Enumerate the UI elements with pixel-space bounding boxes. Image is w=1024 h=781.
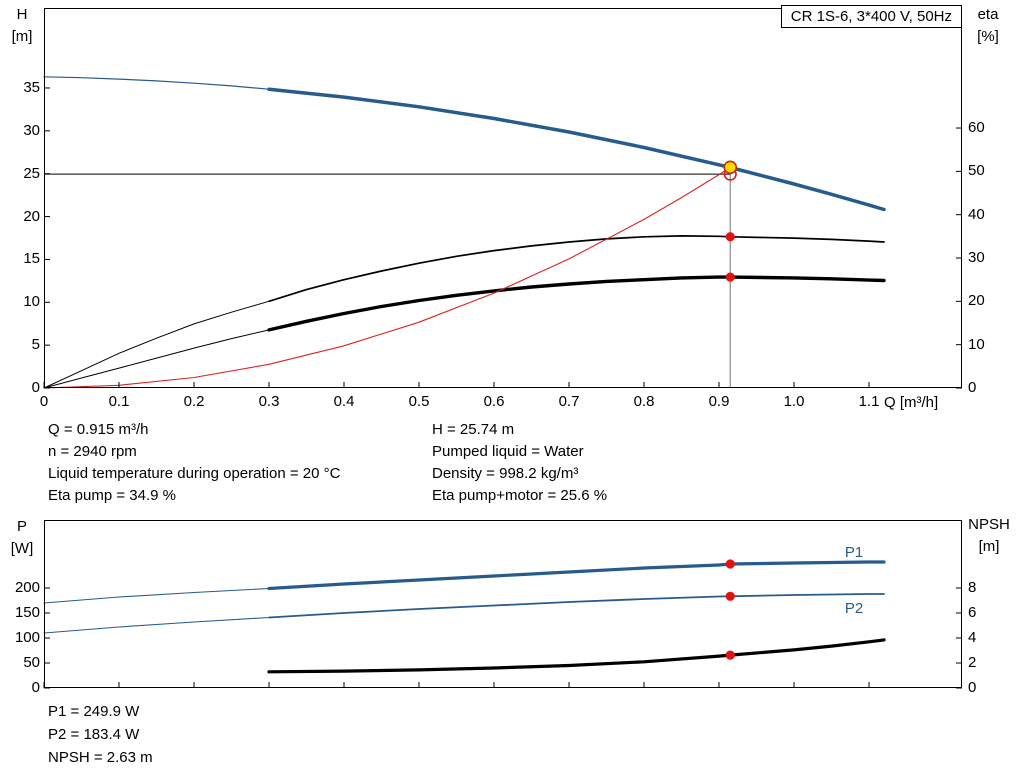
- y-right-tick-label: 40: [968, 205, 985, 223]
- p-axis-unit: [W]: [10, 540, 34, 557]
- info-liquid: Pumped liquid = Water: [432, 443, 584, 460]
- y-right-tick-label: 20: [968, 292, 985, 310]
- eta-axis-unit: [%]: [977, 28, 999, 45]
- y-left-tick-label: 35: [23, 78, 40, 96]
- p2-duty-marker: [725, 591, 735, 601]
- y-left-tick-label: 15: [23, 250, 40, 268]
- info-density: Density = 998.2 kg/m³: [432, 465, 579, 482]
- x-tick-label: 0.4: [333, 393, 355, 410]
- h-axis-unit: [m]: [11, 28, 33, 45]
- p1-power-curve: [43, 587, 270, 604]
- x-tick-label: 1.1: [858, 393, 880, 410]
- y-right-tick-label: 0: [968, 379, 977, 396]
- info-npsh: NPSH = 2.63 m: [48, 749, 153, 766]
- x-tick-label: 0.7: [558, 393, 580, 410]
- info-p2: P2 = 183.4 W: [48, 726, 140, 743]
- y-left-tick-label: 0: [31, 379, 40, 396]
- y-left-tick-label: 30: [23, 121, 40, 139]
- x-tick-label: 0.2: [183, 393, 205, 410]
- y-left-tick-label: 100: [14, 629, 40, 646]
- x-tick-label: 0.6: [483, 393, 505, 410]
- y-left-tick-label: 200: [14, 579, 40, 596]
- info-eta-pump: Eta pump = 34.9 %: [48, 487, 176, 504]
- pump-title-box: CR 1S-6, 3*400 V, 50Hz: [780, 5, 962, 28]
- y-right-tick-label: 60: [968, 119, 985, 137]
- npsh-duty-marker: [725, 650, 735, 660]
- npsh-curve: [267, 638, 886, 674]
- y-right-tick-label: 0: [968, 679, 977, 696]
- system-curve-curve: [43, 166, 731, 389]
- h-axis-label: H [m]: [2, 4, 42, 48]
- p2-power-curve: [268, 593, 885, 619]
- y-left-tick-label: 10: [23, 293, 40, 311]
- eta-axis-label: eta [%]: [962, 4, 1014, 48]
- y-left-tick-label: 0: [31, 679, 40, 696]
- eta-pump-motor-curve: [43, 329, 270, 389]
- y-right-tick-label: 2: [968, 654, 977, 671]
- x-tick-label: 0.5: [408, 393, 430, 410]
- info-speed: n = 2940 rpm: [48, 443, 137, 460]
- plot-border: [44, 520, 962, 688]
- y-left-tick-label: 50: [23, 654, 40, 671]
- p1-duty-marker: [725, 559, 735, 569]
- head-hq-curve: [43, 76, 270, 90]
- eta-pump-curve: [268, 235, 885, 303]
- y-right-tick-label: 10: [968, 335, 985, 353]
- eta-axis-name: eta: [977, 6, 999, 23]
- y-left-tick-label: 20: [23, 207, 40, 225]
- info-p1: P1 = 249.9 W: [48, 703, 140, 720]
- power-npsh-chart-canvas: P1 P2: [43, 520, 962, 689]
- hq-eta-chart-canvas: [43, 8, 962, 389]
- y-right-tick-label: 8: [968, 579, 977, 596]
- head-hq-curve: [267, 87, 886, 212]
- eta-pump-curve: [43, 300, 270, 389]
- y-left-tick-label: 5: [31, 336, 40, 354]
- h-axis-name: H: [16, 6, 28, 23]
- info-head: H = 25.74 m: [432, 421, 515, 438]
- plot-border: [44, 8, 962, 388]
- x-tick-label: 0.3: [258, 393, 280, 410]
- x-tick-label: 0.1: [108, 393, 130, 410]
- y-right-tick-label: 50: [968, 162, 985, 180]
- duty-point-marker: [723, 160, 738, 175]
- p-axis-name: P: [16, 518, 27, 535]
- p2-power-curve: [43, 616, 270, 634]
- x-tick-label: 0.8: [633, 393, 655, 410]
- p2-curve-label: P2: [845, 600, 863, 617]
- p1-curve-label: P1: [845, 544, 863, 561]
- y-left-tick-label: 25: [23, 164, 40, 182]
- info-eta-total: Eta pump+motor = 25.6 %: [432, 487, 608, 504]
- eta-pump-motor-duty-marker: [725, 272, 735, 282]
- eta-pump-motor-curve: [267, 275, 886, 332]
- x-tick-label: 1.0: [783, 393, 805, 410]
- y-right-tick-label: 4: [968, 629, 977, 646]
- y-right-tick-label: 30: [968, 249, 985, 266]
- y-left-tick-label: 150: [14, 604, 40, 621]
- x-tick-label: 0.9: [708, 393, 730, 410]
- eta-pump-duty-marker: [725, 232, 735, 242]
- npsh-axis-name: NPSH: [968, 516, 1010, 533]
- p-axis-label: P [W]: [2, 516, 42, 560]
- x-tick-label: 0: [39, 393, 49, 410]
- q-axis-title: Q [m³/h]: [884, 394, 939, 411]
- y-right-tick-label: 6: [968, 604, 977, 621]
- npsh-axis-unit: [m]: [978, 538, 1000, 555]
- info-flow: Q = 0.915 m³/h: [48, 421, 149, 438]
- npsh-axis-label: NPSH [m]: [958, 514, 1020, 558]
- info-temperature: Liquid temperature during operation = 20…: [48, 465, 341, 482]
- p1-power-curve: [267, 560, 886, 591]
